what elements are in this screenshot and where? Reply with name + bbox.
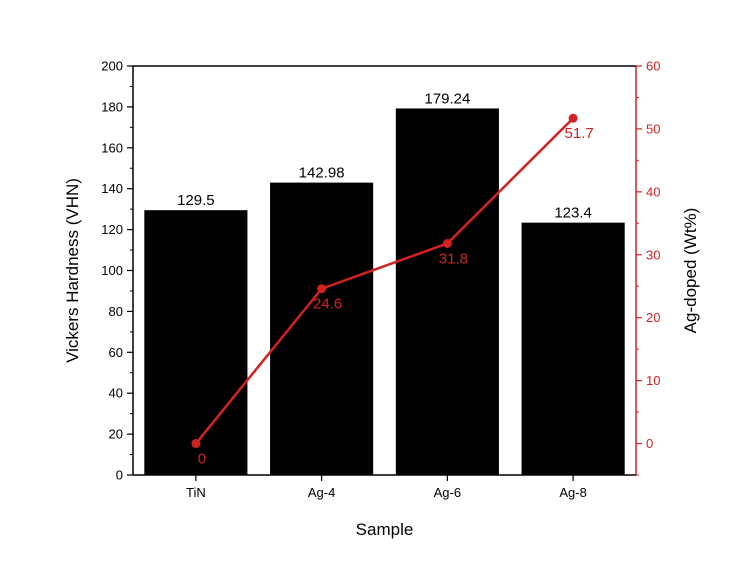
bar-data-label: 123.4: [554, 205, 592, 222]
y-tick-label: 160: [101, 140, 123, 155]
y2-tick-label: 0: [646, 436, 653, 451]
y2-tick-label: 10: [646, 373, 660, 388]
y2-tick-label: 40: [646, 184, 660, 199]
x-tick-label: Ag-8: [559, 485, 586, 500]
y-tick-label: 100: [101, 263, 123, 278]
y2-axis-title: Ag-doped (Wt%): [681, 208, 700, 334]
y-tick-label: 200: [101, 59, 123, 74]
y-tick-label: 20: [109, 427, 123, 442]
line-data-label: 31.8: [439, 250, 468, 267]
x-tick-label: Ag-4: [308, 485, 335, 500]
line-point: [191, 439, 201, 449]
line-series: [194, 117, 575, 445]
x-tick-label: Ag-6: [434, 485, 461, 500]
bars-group: 129.5 142.98 179.24 123.4: [144, 90, 625, 476]
y2-tick-label: 30: [646, 247, 660, 262]
y2-tick-label: 60: [646, 59, 660, 74]
x-tick-label: TiN: [186, 485, 206, 500]
y-tick-label: 120: [101, 222, 123, 237]
bar-data-label: 142.98: [299, 165, 345, 182]
ticks-group: 0 20 40 60 80 100 120 140 160 180 200 0 10 20 30 40 50 60…: [101, 59, 660, 501]
bar-data-label: 179.24: [424, 90, 470, 107]
line-data-label: 51.7: [565, 125, 594, 142]
bar: [521, 222, 625, 475]
y-tick-label: 0: [116, 468, 123, 483]
line-point: [568, 113, 578, 123]
y2-tick-label: 20: [646, 310, 660, 325]
line-point: [442, 238, 452, 248]
y-tick-label: 60: [109, 345, 123, 360]
line-series-group: 0 24.6 31.8 51.7: [191, 113, 594, 468]
y-tick-label: 40: [109, 386, 123, 401]
bar: [270, 182, 374, 475]
bar-data-label: 129.5: [177, 192, 215, 209]
y-tick-label: 140: [101, 181, 123, 196]
y-axis-title: Vickers Hardness (VHN): [63, 178, 82, 363]
bar: [144, 210, 248, 476]
y-tick-label: 80: [109, 304, 123, 319]
x-axis-title: Sample: [356, 520, 414, 539]
line-data-label: 24.6: [313, 296, 342, 313]
bar: [395, 108, 499, 476]
line-data-label: 0: [198, 451, 206, 468]
line-point: [317, 284, 327, 294]
y2-tick-label: 50: [646, 121, 660, 136]
y-tick-label: 180: [101, 99, 123, 114]
